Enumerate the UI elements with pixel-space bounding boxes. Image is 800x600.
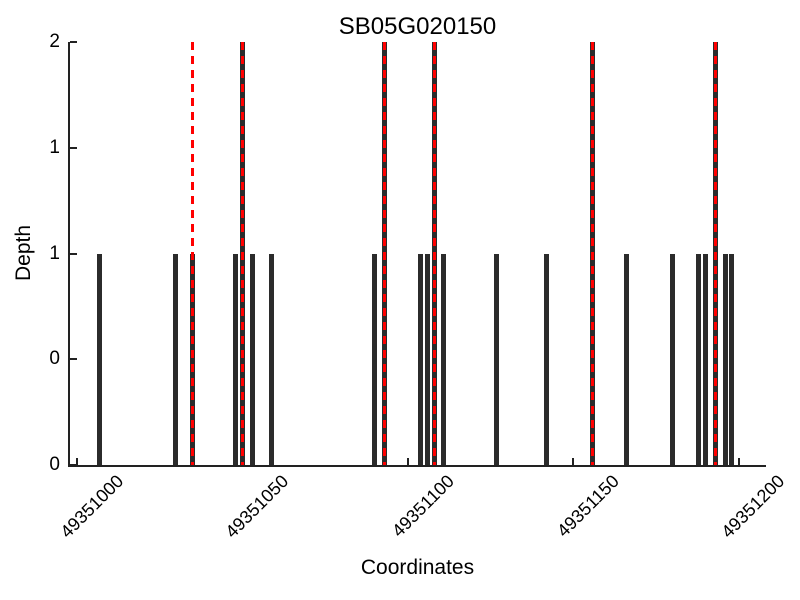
depth-bar	[418, 253, 424, 465]
x-tick	[572, 458, 575, 465]
red-dashed-line	[190, 42, 194, 465]
x-tick	[406, 458, 409, 465]
depth-bar	[249, 253, 255, 465]
x-tick	[75, 458, 78, 465]
y-tick	[70, 358, 77, 361]
y-tick-label: 2	[49, 31, 60, 52]
y-tick-label: 0	[49, 454, 60, 475]
x-tick-label: 49351200	[717, 471, 789, 542]
depth-bar	[544, 253, 550, 465]
depth-bar	[371, 253, 377, 465]
depth-bar	[669, 253, 675, 465]
depth-bar	[232, 253, 238, 465]
y-tick-label: 1	[49, 136, 60, 158]
depth-bar	[97, 253, 103, 465]
depth-bar	[722, 253, 728, 465]
y-tick	[70, 41, 77, 43]
depth-bar	[696, 253, 702, 465]
depth-bar	[729, 253, 735, 465]
depth-bar	[441, 253, 447, 465]
depth-bar	[494, 253, 500, 465]
red-dashed-line	[432, 42, 436, 465]
y-tick-label: 1	[49, 242, 60, 264]
red-dashed-line	[591, 42, 595, 465]
x-tick-label: 49351000	[55, 471, 127, 542]
x-axis-label: Coordinates	[360, 556, 475, 579]
depth-bar	[702, 253, 708, 465]
x-tick-label: 49351100	[387, 471, 458, 541]
red-dashed-line	[713, 42, 717, 465]
y-tick	[70, 146, 77, 149]
chart-title: SB05G020150	[338, 13, 497, 40]
x-tick-label: 49351050	[221, 471, 293, 542]
y-axis-spine	[68, 42, 70, 467]
y-tick	[70, 252, 77, 255]
x-tick	[737, 458, 740, 465]
red-dashed-line	[382, 42, 386, 465]
red-dashed-line	[240, 42, 244, 465]
depth-bar	[623, 253, 629, 465]
y-tick-label: 0	[49, 348, 60, 370]
depth-bar	[269, 253, 275, 465]
depth-bar	[173, 253, 179, 465]
y-tick	[70, 464, 77, 466]
x-axis-spine	[68, 465, 766, 467]
x-tick-label: 49351150	[553, 471, 624, 541]
depth-bar	[424, 253, 430, 465]
